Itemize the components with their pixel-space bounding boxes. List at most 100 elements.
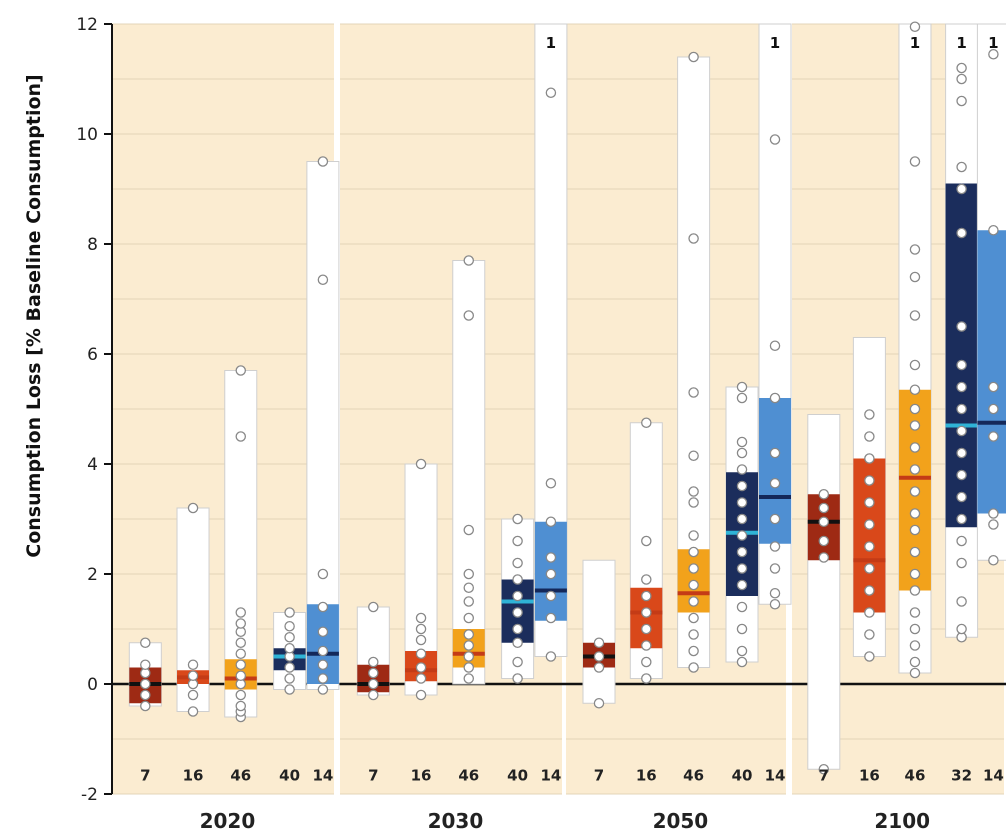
data-point <box>368 601 379 613</box>
data-point <box>909 656 921 668</box>
data-point <box>284 632 295 643</box>
offscale-count: 1 <box>770 34 780 52</box>
data-point <box>463 640 475 651</box>
data-point <box>317 684 329 695</box>
data-point <box>641 417 652 428</box>
data-point <box>545 568 557 580</box>
data-point <box>545 590 557 602</box>
data-point <box>140 700 151 712</box>
data-point <box>956 491 967 503</box>
data-point <box>736 497 748 508</box>
count-label: 14 <box>540 766 561 784</box>
data-point <box>688 563 699 574</box>
data-point <box>909 442 921 453</box>
data-point <box>235 365 247 376</box>
panel-label: 2030 <box>428 809 484 833</box>
data-point <box>769 513 781 525</box>
data-point <box>593 662 605 673</box>
data-point <box>688 497 699 508</box>
data-point <box>736 447 748 459</box>
count-label: 14 <box>765 766 786 784</box>
count-label: 16 <box>859 766 880 784</box>
data-point <box>284 662 295 673</box>
data-point <box>545 516 557 528</box>
data-point <box>688 233 699 244</box>
data-point <box>956 403 967 415</box>
data-point <box>909 464 921 475</box>
data-point <box>909 623 921 635</box>
data-point <box>512 656 523 668</box>
data-point <box>317 626 329 638</box>
data-point <box>769 588 781 599</box>
data-point <box>956 596 967 607</box>
data-point <box>235 431 247 442</box>
data-point <box>235 637 247 649</box>
data-point <box>688 645 699 657</box>
data-point <box>593 651 605 662</box>
data-point <box>769 563 781 574</box>
data-point <box>864 431 875 442</box>
data-point <box>368 689 379 701</box>
y-axis-label: Consumption Loss [% Baseline Consumption… <box>23 74 45 557</box>
y-tick-label: 0 <box>87 675 98 695</box>
data-point <box>909 546 921 558</box>
data-point <box>368 656 379 668</box>
data-point <box>641 607 652 618</box>
data-point <box>512 673 523 684</box>
data-point <box>641 535 652 547</box>
data-point <box>512 637 523 649</box>
data-point <box>988 403 999 415</box>
data-point <box>140 689 151 701</box>
data-point <box>769 392 781 404</box>
count-label: 16 <box>183 766 204 784</box>
data-point <box>415 458 427 470</box>
data-point <box>187 659 199 671</box>
data-point <box>988 519 999 530</box>
data-point <box>909 524 921 536</box>
data-point <box>641 656 652 668</box>
data-point <box>736 579 748 591</box>
data-point <box>463 582 475 594</box>
data-point <box>988 431 999 442</box>
data-point <box>187 706 199 717</box>
data-point <box>235 700 247 712</box>
count-label: 46 <box>458 766 479 784</box>
data-point <box>864 519 875 530</box>
data-point <box>235 607 247 618</box>
data-point <box>235 659 247 671</box>
y-tick-label: 10 <box>76 125 98 145</box>
data-point <box>988 508 999 519</box>
data-point <box>688 450 699 461</box>
data-point <box>769 541 781 552</box>
offscale-count: 1 <box>546 34 556 52</box>
data-point <box>909 420 921 431</box>
range-box <box>582 559 616 704</box>
data-point <box>317 568 329 580</box>
data-point <box>688 596 699 607</box>
data-point <box>512 535 523 547</box>
data-point <box>545 552 557 563</box>
count-label: 16 <box>636 766 657 784</box>
data-point <box>956 359 967 371</box>
data-point <box>140 659 151 671</box>
data-point <box>317 645 329 657</box>
count-label: 40 <box>507 766 528 784</box>
data-point <box>736 381 748 393</box>
count-label: 40 <box>732 766 753 784</box>
data-point <box>956 557 967 569</box>
data-point <box>909 384 921 395</box>
data-point <box>956 227 967 239</box>
data-point <box>909 156 921 167</box>
data-point <box>988 49 999 60</box>
data-point <box>864 629 875 640</box>
data-point <box>736 601 748 613</box>
data-point <box>864 651 875 662</box>
data-point <box>415 673 427 684</box>
data-point <box>187 502 199 514</box>
data-point <box>463 568 475 580</box>
data-point <box>736 656 748 668</box>
data-point <box>317 673 329 684</box>
data-point <box>512 557 523 569</box>
data-point <box>818 516 830 528</box>
count-label: 46 <box>683 766 704 784</box>
